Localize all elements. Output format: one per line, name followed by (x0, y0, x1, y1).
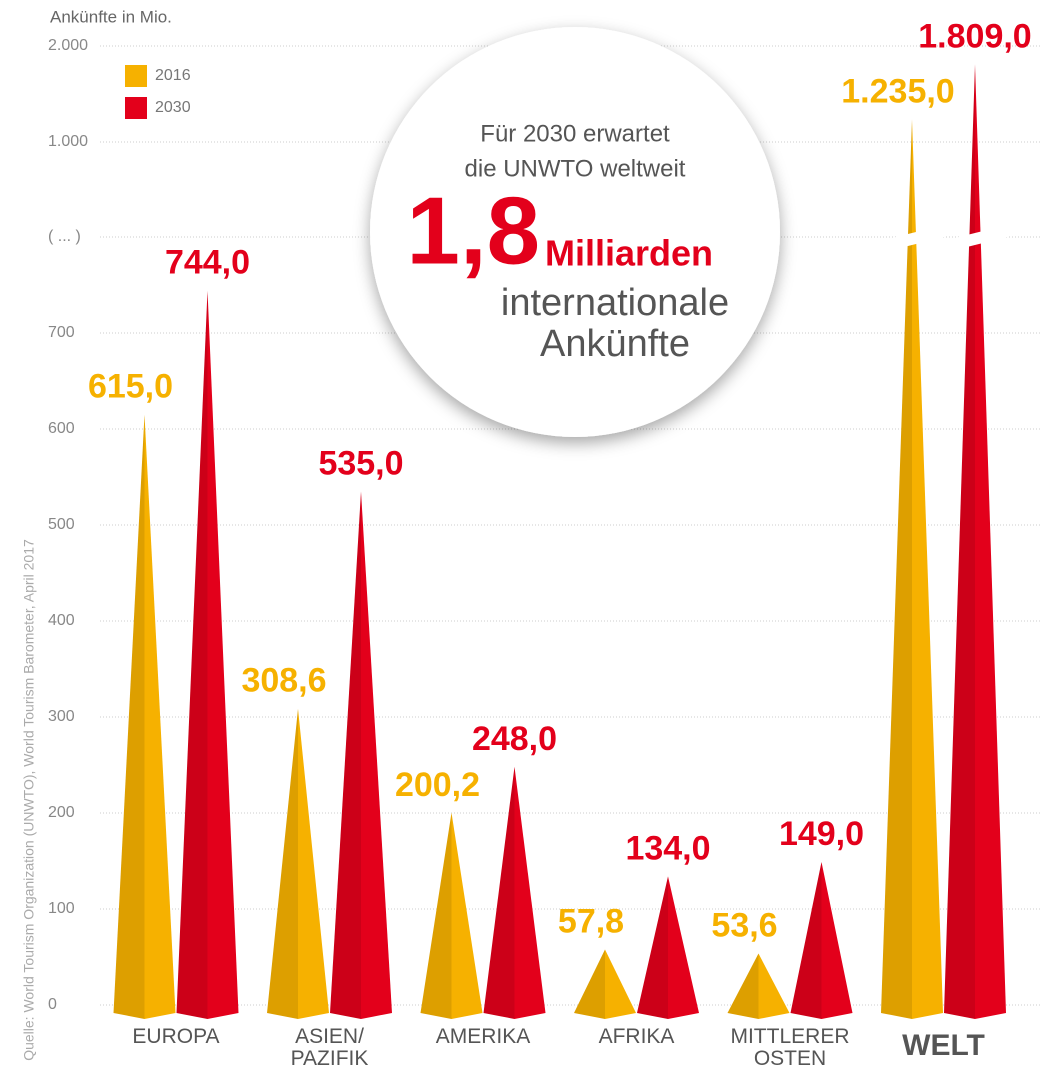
pyramid (113, 414, 176, 1020)
pyramid (574, 949, 636, 1019)
x-tick-label: ASIEN/ PAZIFIK (290, 1025, 369, 1070)
pyramid (790, 861, 853, 1019)
y-tick-label: 300 (48, 708, 75, 725)
value-label: 248,0 (472, 720, 557, 758)
x-tick-label: EUROPA (132, 1025, 220, 1048)
break-slash (935, 223, 1015, 255)
pyramid-face (821, 861, 853, 1019)
value-label: 1.809,0 (918, 17, 1031, 55)
pyramid-face (298, 708, 329, 1019)
x-tick-label: MITTLERER OSTEN (730, 1025, 850, 1070)
break-slash (872, 223, 952, 255)
pyramid-face (207, 290, 239, 1019)
value-label: 149,0 (779, 815, 864, 853)
axis-label: Ankünfte in Mio. (50, 7, 172, 26)
pyramid (944, 64, 1006, 1019)
pyramid-face (668, 876, 699, 1019)
pyramid-face (176, 290, 208, 1019)
value-label: 200,2 (395, 766, 480, 804)
pyramid (267, 708, 329, 1019)
pyramid-face (975, 64, 1006, 1019)
pyramid-face (113, 414, 145, 1020)
y-tick-label: 200 (48, 804, 75, 821)
value-label: 134,0 (625, 829, 710, 867)
pyramid-face (944, 64, 975, 1019)
pyramid (727, 953, 790, 1019)
y-tick-label: 2.000 (48, 37, 88, 54)
x-tick-label: WELT (902, 1029, 985, 1062)
callout-circle (370, 27, 780, 437)
y-tick-label: 1.000 (48, 133, 88, 150)
callout-unit: Milliarden (545, 233, 713, 274)
source: Quelle: World Tourism Organization (UNWT… (21, 539, 37, 1061)
value-label: 744,0 (165, 244, 250, 282)
callout-text: Ankünfte (540, 323, 690, 365)
pyramid-face (605, 949, 636, 1019)
callout-text: internationale (501, 282, 729, 324)
x-tick-label: AFRIKA (598, 1025, 675, 1048)
value-label: 615,0 (88, 368, 173, 406)
y-tick-label: 600 (48, 420, 75, 437)
pyramid-face (912, 119, 943, 1019)
pyramid (330, 491, 392, 1019)
pyramid-face (451, 812, 483, 1019)
axis-break-label: ( ... ) (48, 228, 81, 245)
y-tick-label: 0 (48, 996, 57, 1013)
x-tick-label: AMERIKA (435, 1025, 531, 1048)
pyramid-face (330, 491, 361, 1019)
value-label: 1.235,0 (841, 72, 954, 110)
pyramid-face (267, 708, 298, 1019)
pyramid-face (790, 861, 822, 1019)
pyramid (483, 766, 546, 1019)
pyramid-face (514, 766, 546, 1019)
pyramid (420, 812, 483, 1019)
legend-swatch (125, 97, 147, 119)
pyramid (881, 119, 943, 1019)
y-tick-label: 500 (48, 516, 75, 533)
callout-number: 1,8 (407, 177, 540, 284)
callout-text: die UNWTO weltweit (465, 155, 686, 182)
y-tick-label: 100 (48, 900, 75, 917)
y-tick-label: 700 (48, 324, 75, 341)
pyramid (176, 290, 239, 1019)
value-label: 53,6 (711, 907, 777, 945)
callout-text: Für 2030 erwartet (480, 120, 670, 147)
pyramid-face (881, 119, 912, 1019)
pyramid-face (574, 949, 605, 1019)
pyramid-face (727, 953, 759, 1019)
legend-label: 2030 (155, 99, 191, 116)
pyramid-face (637, 876, 668, 1019)
pyramid-face (361, 491, 392, 1019)
y-tick-label: 400 (48, 612, 75, 629)
pyramid (637, 876, 699, 1019)
pyramid-face (420, 812, 452, 1019)
pyramid-face (483, 766, 515, 1019)
value-label: 308,6 (241, 662, 326, 700)
value-label: 535,0 (318, 444, 403, 482)
pyramid-face (144, 414, 176, 1020)
pyramid-face (758, 953, 790, 1019)
legend-swatch (125, 65, 147, 87)
value-label: 57,8 (558, 902, 624, 940)
legend-label: 2016 (155, 67, 191, 84)
